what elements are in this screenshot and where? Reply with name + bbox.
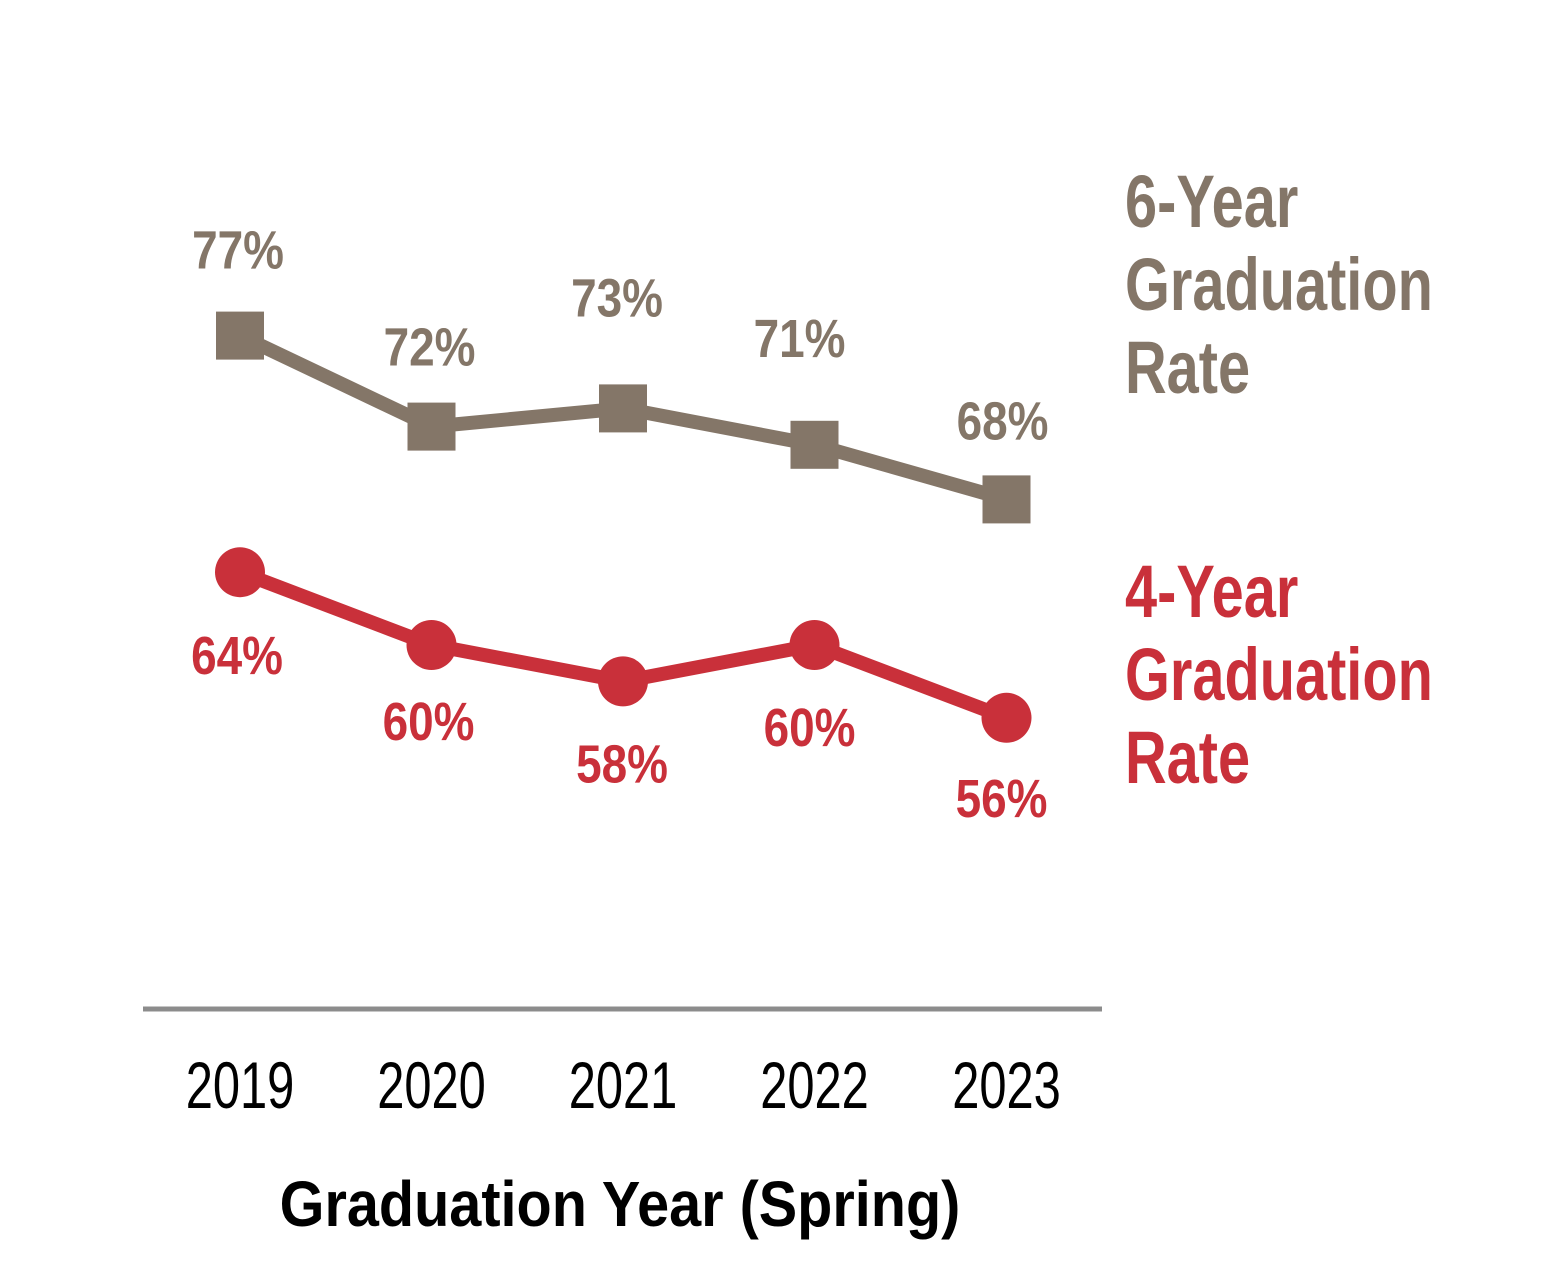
x-tick-2019: 2019 [186, 1049, 295, 1123]
legend-6-year-graduation-rate: 6-Year Graduation Rate [1125, 160, 1433, 409]
x-tick-2022: 2022 [760, 1049, 869, 1123]
data-label-4-year-graduation-rate-2023: 56% [956, 768, 1048, 828]
data-label-6-year-graduation-rate-2020: 72% [384, 317, 476, 377]
marker-4-year-graduation-rate-2023 [981, 692, 1032, 743]
data-label-4-year-graduation-rate-2019: 64% [191, 626, 283, 686]
series-layer: 77% 72% 73% 71% 68% 64% 60% 58% 60% 56% [191, 220, 1048, 829]
marker-6-year-graduation-rate-2021 [599, 384, 647, 433]
data-label-6-year-graduation-rate-2021: 73% [571, 268, 663, 328]
x-tick-2020: 2020 [377, 1049, 486, 1123]
x-tick-labels: 2019 2020 2021 2022 2023 [186, 1049, 1061, 1123]
marker-6-year-graduation-rate-2022 [790, 420, 839, 469]
data-label-4-year-graduation-rate-2021: 58% [576, 734, 668, 794]
marker-4-year-graduation-rate-2022 [789, 620, 840, 670]
data-label-6-year-graduation-rate-2023: 68% [957, 391, 1049, 451]
data-label-6-year-graduation-rate-2022: 71% [754, 308, 846, 368]
x-tick-2023: 2023 [952, 1049, 1061, 1123]
data-label-4-year-graduation-rate-2022: 60% [764, 698, 856, 758]
marker-4-year-graduation-rate-2019 [215, 547, 265, 598]
data-label-6-year-graduation-rate-2019: 77% [192, 220, 284, 280]
x-axis-title: Graduation Year (Spring) [279, 1168, 961, 1240]
marker-4-year-graduation-rate-2020 [406, 620, 457, 670]
marker-6-year-graduation-rate-2020 [407, 402, 456, 451]
marker-6-year-graduation-rate-2023 [982, 475, 1031, 524]
data-label-4-year-graduation-rate-2020: 60% [383, 692, 475, 752]
x-tick-2021: 2021 [569, 1049, 678, 1123]
marker-6-year-graduation-rate-2019 [216, 311, 264, 360]
marker-4-year-graduation-rate-2021 [598, 656, 648, 707]
legend-4-year-graduation-rate: 4-Year Graduation Rate [1125, 550, 1433, 799]
